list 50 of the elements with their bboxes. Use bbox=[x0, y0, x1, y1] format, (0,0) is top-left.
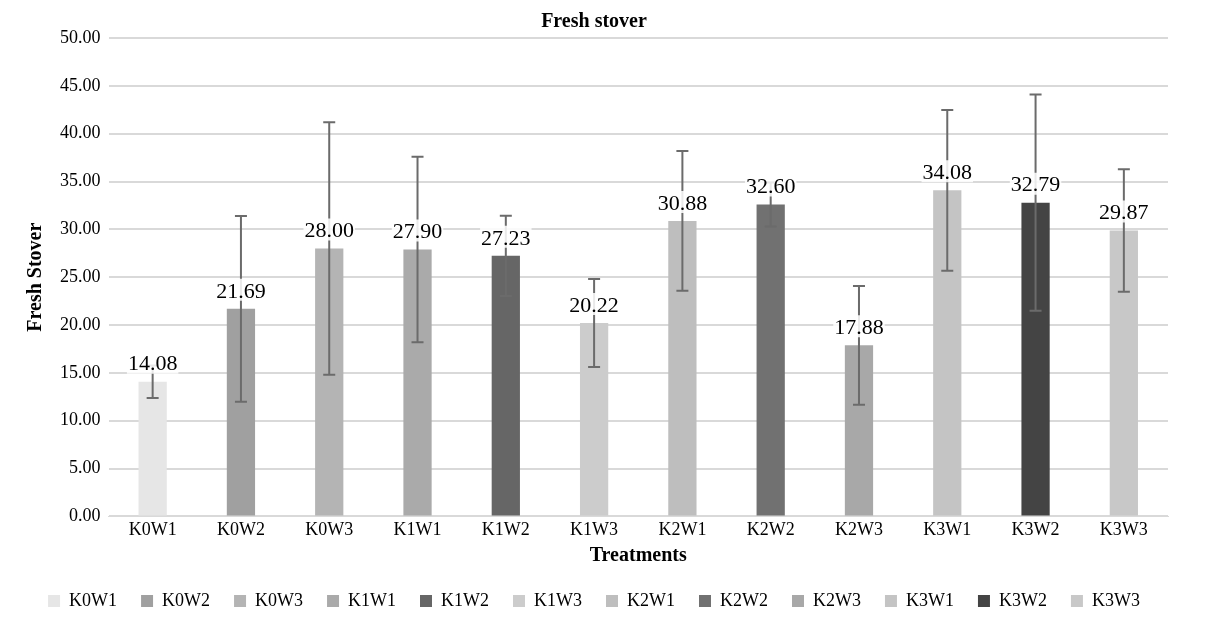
y-tick-label: 25.00 bbox=[60, 265, 101, 286]
legend-label: K2W3 bbox=[812, 589, 861, 610]
y-tick-label: 10.00 bbox=[60, 409, 101, 430]
data-label: 28.00 bbox=[304, 217, 354, 243]
x-tick-label: K2W1 bbox=[658, 518, 707, 539]
x-tick-label: K1W2 bbox=[481, 518, 530, 539]
y-tick-label: 20.00 bbox=[60, 313, 101, 334]
data-label: 27.90 bbox=[392, 218, 443, 244]
y-tick-label: 0.00 bbox=[69, 505, 101, 526]
data-label: 20.22 bbox=[569, 291, 619, 317]
data-label: 14.08 bbox=[127, 350, 178, 376]
legend-label: K1W2 bbox=[441, 589, 490, 610]
x-tick-label: K2W2 bbox=[746, 518, 795, 539]
x-tick-label: K0W2 bbox=[216, 518, 265, 539]
y-tick-label: 30.00 bbox=[60, 218, 101, 239]
x-axis-title: Treatments bbox=[589, 543, 687, 566]
x-tick-label: K3W3 bbox=[1099, 518, 1148, 539]
y-axis-title: Fresh Stover bbox=[23, 222, 46, 332]
legend-label: K3W3 bbox=[1091, 589, 1140, 610]
legend-label: K0W3 bbox=[255, 589, 304, 610]
y-tick-label: 40.00 bbox=[60, 122, 101, 143]
data-label: 17.88 bbox=[834, 314, 884, 340]
x-tick-label: K0W3 bbox=[305, 518, 354, 539]
legend-label: K3W1 bbox=[905, 589, 954, 610]
chart-title: Fresh stover bbox=[541, 9, 647, 32]
legend-label: K1W3 bbox=[534, 589, 583, 610]
x-tick-label: K1W3 bbox=[570, 518, 619, 539]
data-label: 32.60 bbox=[745, 173, 796, 199]
data-label: 21.69 bbox=[216, 277, 266, 303]
y-tick-label: 5.00 bbox=[69, 457, 101, 478]
legend-label: K3W2 bbox=[998, 589, 1047, 610]
y-tick-label: 35.00 bbox=[60, 170, 101, 191]
x-tick-label: K1W1 bbox=[393, 518, 442, 539]
y-tick-label: 50.00 bbox=[60, 26, 101, 47]
x-tick-label: K3W2 bbox=[1011, 518, 1060, 539]
legend-label: K2W1 bbox=[627, 589, 675, 610]
data-label: 29.87 bbox=[1099, 199, 1149, 225]
y-tick-label: 15.00 bbox=[60, 361, 101, 382]
data-label: 32.79 bbox=[1010, 171, 1061, 197]
x-tick-label: K2W3 bbox=[834, 518, 883, 539]
legend-label: K2W2 bbox=[719, 589, 768, 610]
data-label: 30.88 bbox=[657, 189, 708, 215]
x-tick-label: K0W1 bbox=[128, 518, 177, 539]
legend-label: K0W2 bbox=[162, 589, 211, 610]
x-tick-label: K3W1 bbox=[923, 518, 972, 539]
y-tick-label: 45.00 bbox=[60, 74, 101, 95]
legend-label: K0W1 bbox=[69, 589, 118, 610]
data-label: 27.23 bbox=[481, 224, 531, 250]
data-label: 34.08 bbox=[922, 159, 973, 185]
legend-label: K1W1 bbox=[348, 589, 397, 610]
